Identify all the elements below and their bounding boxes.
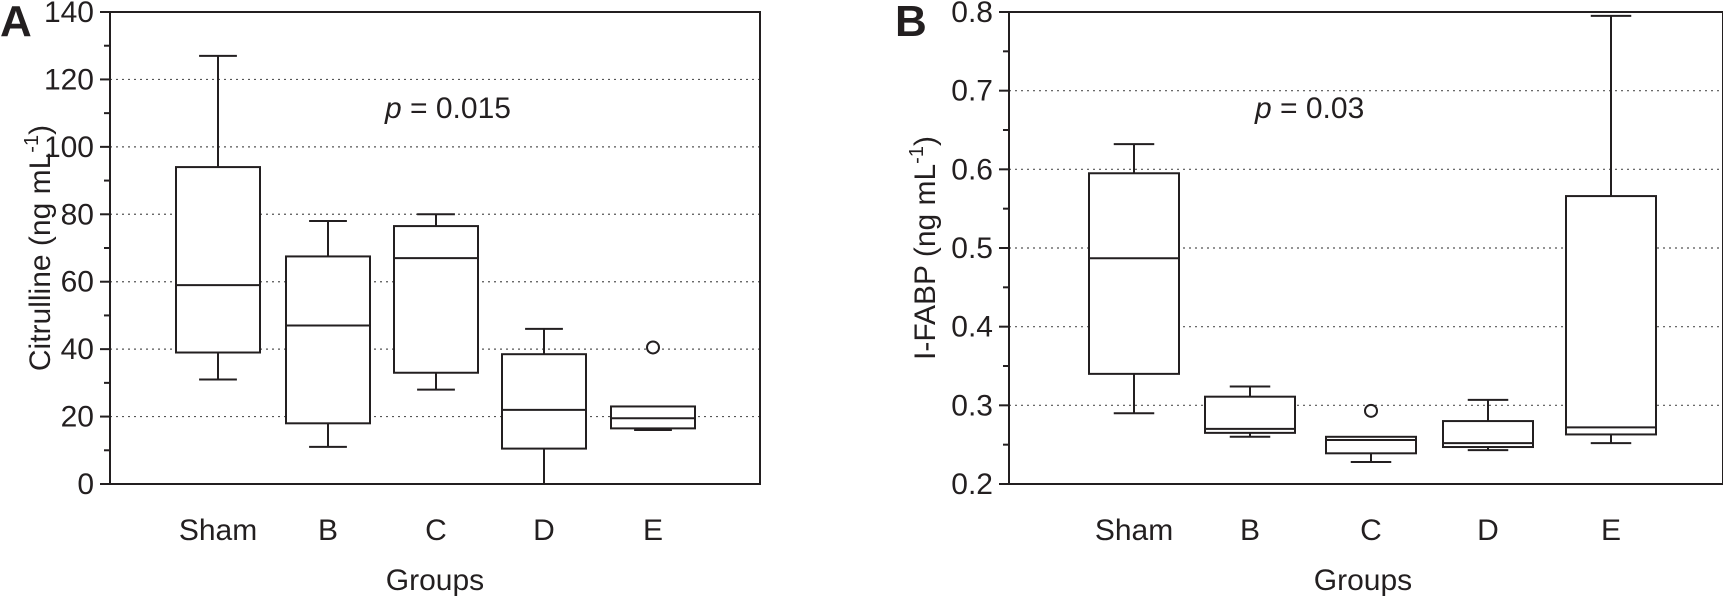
p-value-annotation: p = 0.015 [384,92,511,125]
y-axis-title-close: ) [909,136,942,146]
box-e [1565,14,1657,445]
box-iqr [175,166,261,354]
panel-letter-b: B [895,0,927,46]
box-d [501,327,587,484]
y-axis-title: I-FABP (ng mL-1) [906,136,942,360]
y-axis-title-text: I-FABP (ng mL [909,164,942,360]
y-tick-label: 0.4 [951,311,993,344]
y-tick-label: 0.6 [951,153,993,186]
panel-a: A 0 20 40 60 80 100 120 140 Citrulline (ng mL-1) p… [0,0,761,597]
y-tick-label: 140 [44,0,94,29]
y-tick-label: 0.8 [951,0,993,29]
box-iqr [1204,395,1296,434]
y-axis-title-superscript: -1 [21,135,43,153]
x-tick-label: C [425,514,447,547]
y-tick-label: 0 [77,468,94,501]
x-tick-label: D [1477,514,1499,547]
y-tick-label: 0.3 [951,389,993,422]
y-tick-label: 60 [61,266,94,299]
p-value-symbol: p [1254,92,1272,125]
outlier-point [1364,403,1378,418]
x-axis-title: Groups [1314,564,1412,597]
p-value-text: = 0.015 [402,92,511,125]
box-b [285,220,371,448]
x-tick-label: Sham [1095,514,1173,547]
y-axis-title-superscript: -1 [906,146,928,164]
x-tick-label: E [643,514,663,547]
x-tick-label: D [533,514,555,547]
box-iqr [501,353,587,450]
x-tick-label: B [1240,514,1260,547]
y-tick-label: 0.7 [951,75,993,108]
box-d [1442,398,1534,452]
box-iqr [1088,172,1180,375]
y-tick-label: 80 [61,198,94,231]
y-tick-label: 40 [61,333,94,366]
y-axis-title: Citrulline (ng mL-1) [21,125,57,371]
y-tick-label: 20 [61,401,94,434]
p-value-annotation: p = 0.03 [1254,92,1364,125]
y-tick-label: 100 [44,131,94,164]
p-value-symbol: p [384,92,402,125]
y-axis-title-text: Citrulline (ng mL [24,153,57,371]
outlier-point [646,340,660,355]
y-axis-title-close: ) [24,125,57,135]
box-c [393,213,479,391]
box-sham [1088,143,1180,415]
box-c [1325,403,1417,463]
p-value-text: = 0.03 [1272,92,1365,125]
box-iqr [285,255,371,425]
panel-b: B 0.2 0.3 0.4 0.5 0.6 0.7 0.8 I-FABP (ng mL-1) p … [895,0,1723,597]
x-tick-label: C [1360,514,1382,547]
box-e [610,340,696,432]
box-sham [175,54,261,381]
x-tick-label: Sham [179,514,257,547]
panel-letter-a: A [0,0,32,46]
box-iqr [1565,195,1657,436]
y-tick-label: 120 [44,63,94,96]
y-tick-label: 0.2 [951,468,993,501]
box-b [1204,385,1296,438]
x-tick-label: E [1601,514,1621,547]
box-iqr [393,225,479,374]
x-axis-title: Groups [386,564,484,597]
x-tick-label: B [318,514,338,547]
y-tick-label: 0.5 [951,232,993,265]
